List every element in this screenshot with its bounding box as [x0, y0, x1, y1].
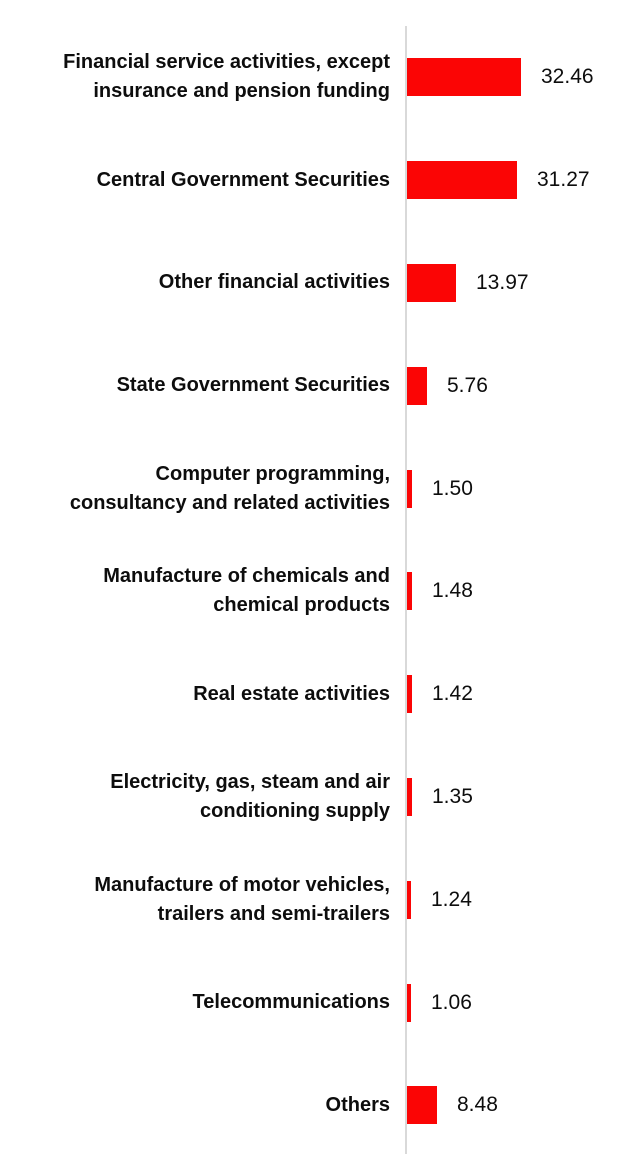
bar-area: 1.42: [406, 643, 635, 746]
y-axis-line: [405, 26, 407, 1154]
chart-rows: Financial service activities, except ins…: [0, 26, 635, 1157]
chart-row: Computer programming, consultancy and re…: [0, 437, 635, 540]
category-label: Other financial activities: [158, 271, 390, 294]
value-label: 1.50: [432, 476, 473, 500]
category-label: Manufacture of chemicals and chemical pr…: [103, 565, 390, 617]
bar: [407, 777, 412, 816]
value-label: 1.35: [432, 784, 473, 808]
value-label: 32.46: [541, 65, 594, 89]
value-label: 8.48: [457, 1093, 498, 1117]
bar: [407, 161, 517, 200]
bar-area: 32.46: [406, 26, 635, 129]
value-label: 1.24: [431, 887, 472, 911]
bar-area: 1.48: [406, 540, 635, 643]
chart-row: Manufacture of chemicals and chemical pr…: [0, 540, 635, 643]
category-label: Electricity, gas, steam and air conditio…: [110, 770, 390, 822]
category-label: Manufacture of motor vehicles, trailers …: [94, 873, 390, 925]
bar: [407, 675, 412, 714]
category-label: Financial service activities, except ins…: [63, 51, 390, 103]
bar: [407, 880, 411, 919]
chart-row: Telecommunications 1.06: [0, 951, 635, 1054]
chart-row: Manufacture of motor vehicles, trailers …: [0, 848, 635, 951]
value-label: 1.48: [432, 579, 473, 603]
value-label: 31.27: [537, 168, 590, 192]
bar: [407, 263, 456, 302]
category-label: State Government Securities: [116, 374, 390, 397]
bar-area: 1.35: [406, 746, 635, 849]
chart-row: Other financial activities 13.97: [0, 232, 635, 335]
value-label: 13.97: [476, 270, 529, 294]
bar-area: 5.76: [406, 334, 635, 437]
chart-row: Electricity, gas, steam and air conditio…: [0, 746, 635, 849]
bar-area: 13.97: [406, 232, 635, 335]
value-label: 1.06: [431, 990, 472, 1014]
chart-row: Central Government Securities 31.27: [0, 129, 635, 232]
chart-row: Real estate activities 1.42: [0, 643, 635, 746]
chart-row: State Government Securities 5.76: [0, 334, 635, 437]
chart-row: Others 8.48: [0, 1054, 635, 1157]
bar: [407, 1086, 437, 1125]
category-label: Telecommunications: [192, 991, 390, 1014]
bar: [407, 469, 412, 508]
bar-area: 31.27: [406, 129, 635, 232]
bar: [407, 983, 411, 1022]
bar: [407, 366, 427, 405]
value-label: 5.76: [447, 373, 488, 397]
category-label: Real estate activities: [193, 682, 390, 705]
category-label: Central Government Securities: [96, 168, 390, 191]
bar-area: 8.48: [406, 1054, 635, 1157]
bar-area: 1.24: [406, 848, 635, 951]
chart-row: Financial service activities, except ins…: [0, 26, 635, 129]
category-label: Others: [325, 1093, 390, 1116]
value-label: 1.42: [432, 682, 473, 706]
bar: [407, 58, 521, 97]
bar: [407, 572, 412, 611]
bar-area: 1.06: [406, 951, 635, 1054]
bar-area: 1.50: [406, 437, 635, 540]
category-label: Computer programming, consultancy and re…: [69, 462, 390, 514]
